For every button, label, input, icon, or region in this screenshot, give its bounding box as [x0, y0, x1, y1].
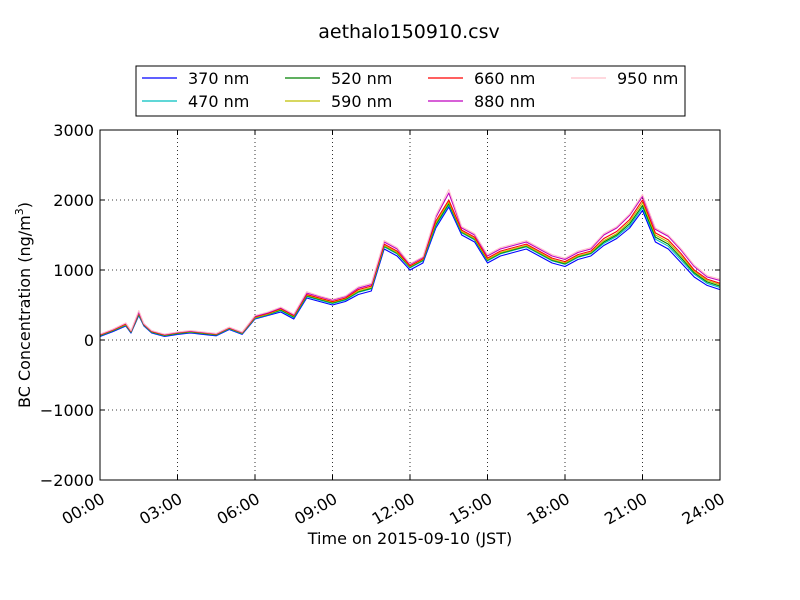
legend: 370 nm 470 nm 520 nm 590 nm 660 nm 880 nm 950 … [135, 65, 686, 117]
legend-label: 470 nm [188, 92, 249, 111]
legend-label: 370 nm [188, 69, 249, 88]
y-axis-title-superscript: 3 [13, 208, 26, 215]
series-lines [99, 188, 721, 338]
grid [100, 130, 720, 480]
legend-label: 950 nm [617, 69, 678, 88]
x-axis-title: Time on 2015-09-10 (JST) [307, 529, 512, 548]
y-tick-label: 3000 [53, 121, 94, 140]
chart-title: aethalo150910.csv [318, 21, 500, 43]
y-axis-title: BC Concentration (ng/m3) [13, 202, 34, 408]
y-axis-title-suffix: ) [15, 202, 34, 208]
y-tick-label: −1000 [40, 401, 94, 420]
y-tick-label: −2000 [40, 471, 94, 490]
series-line [99, 188, 721, 335]
legend-label: 590 nm [331, 92, 392, 111]
legend-label: 660 nm [474, 69, 535, 88]
legend-label: 520 nm [331, 69, 392, 88]
series-line [99, 206, 721, 338]
y-tick-label: 2000 [53, 191, 94, 210]
legend-label: 880 nm [474, 92, 535, 111]
y-tick-label: 1000 [53, 261, 94, 280]
y-tick-label: 0 [84, 331, 94, 350]
legend-entries: 370 nm 470 nm 520 nm 590 nm 660 nm 880 nm 950 … [142, 69, 678, 111]
y-axis-title-main: BC Concentration (ng/m [15, 215, 34, 408]
legend-box [135, 65, 686, 117]
